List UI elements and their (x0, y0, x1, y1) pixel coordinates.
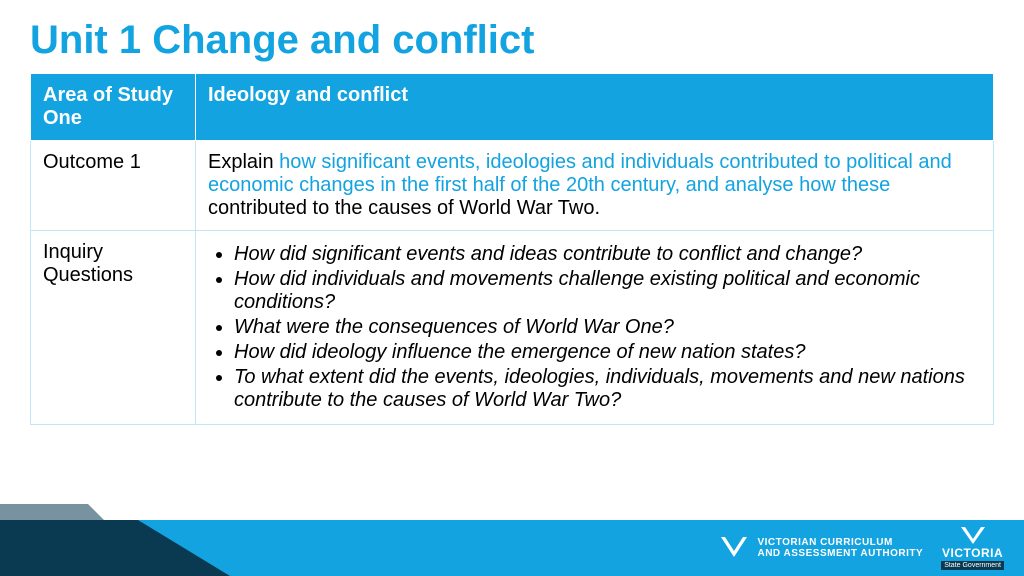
outcome-text: Explain how significant events, ideologi… (196, 141, 994, 231)
inquiry-label: Inquiry Questions (31, 231, 196, 425)
page-title: Unit 1 Change and conflict (0, 0, 1024, 73)
victoria-word: VICTORIA (942, 546, 1003, 560)
outcome-highlight: how significant events, ideologies and i… (208, 151, 952, 196)
brand-line1: VICTORIAN CURRICULUM (757, 537, 923, 549)
outcome-pre: Explain (208, 151, 279, 173)
victoria-logo-icon (960, 526, 986, 546)
inquiry-list: How did significant events and ideas con… (208, 243, 981, 412)
outcome-post: contributed to the causes of World War T… (208, 197, 600, 219)
list-item: How did individuals and movements challe… (234, 268, 981, 314)
table-header-row: Area of Study One Ideology and conflict (31, 74, 994, 141)
list-item: What were the consequences of World War … (234, 316, 981, 339)
outcome-label: Outcome 1 (31, 141, 196, 231)
list-item: To what extent did the events, ideologie… (234, 366, 981, 412)
list-item: How did ideology influence the emergence… (234, 341, 981, 364)
victoria-sub: State Government (941, 561, 1004, 570)
victoria-gov-logo: VICTORIA State Government (941, 526, 1004, 570)
table-row-inquiry: Inquiry Questions How did significant ev… (31, 231, 994, 425)
table-row-outcome: Outcome 1 Explain how significant events… (31, 141, 994, 231)
header-ideology: Ideology and conflict (196, 74, 994, 141)
brand-line2: AND ASSESSMENT AUTHORITY (757, 548, 923, 560)
study-table: Area of Study One Ideology and conflict … (30, 73, 994, 425)
vcaa-brand-text: VICTORIAN CURRICULUM AND ASSESSMENT AUTH… (757, 537, 923, 560)
vcaa-logo-icon (719, 535, 749, 561)
inquiry-cell: How did significant events and ideas con… (196, 231, 994, 425)
header-area-of-study: Area of Study One (31, 74, 196, 141)
list-item: How did significant events and ideas con… (234, 243, 981, 266)
vcaa-brand: VICTORIAN CURRICULUM AND ASSESSMENT AUTH… (719, 535, 923, 561)
